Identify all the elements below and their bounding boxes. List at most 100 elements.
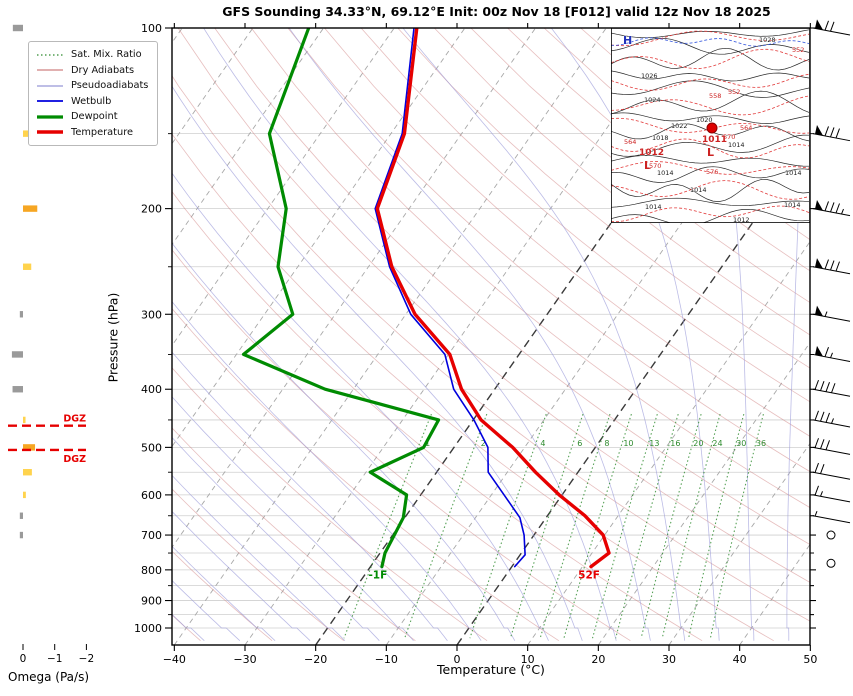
x-tick-label: −30 xyxy=(233,653,256,666)
legend-item-satmix: Sat. Mix. Ratio xyxy=(36,47,148,63)
pseudoadiabat-line xyxy=(402,28,686,641)
dry-adiabat-line xyxy=(172,75,810,622)
map-label: L xyxy=(644,159,651,172)
y-tick-label: 500 xyxy=(141,441,162,454)
map-label: 1020 xyxy=(696,116,713,124)
omega-bar xyxy=(12,24,23,32)
pseudoadiabat-line xyxy=(172,436,380,641)
wetbulb-curve xyxy=(374,28,526,568)
sat-mix-ratio-label: 36 xyxy=(756,439,766,448)
station-marker xyxy=(706,122,718,134)
map-label: 1014 xyxy=(645,203,662,211)
map-label: 1014 xyxy=(728,141,745,149)
dry-adiabat-line xyxy=(360,28,810,403)
map-label: 564 xyxy=(740,124,752,132)
legend-sample-temperature xyxy=(37,130,63,134)
y-tick-label: 200 xyxy=(141,203,162,216)
map-label: 1014 xyxy=(784,201,801,209)
y-tick-label: 800 xyxy=(141,564,162,577)
sat-mix-ratio-line xyxy=(640,413,702,639)
isotherm-line xyxy=(172,28,536,549)
legend-item-dry: Dry Adiabats xyxy=(36,63,148,79)
omega-bar xyxy=(23,416,26,424)
omega-tick-label: −2 xyxy=(79,653,94,665)
pseudoadiabat-line xyxy=(172,85,583,641)
sat-mix-ratio-line xyxy=(343,413,432,639)
x-axis-label: Temperature (°C) xyxy=(437,662,545,677)
sat-mix-ratio-line xyxy=(469,413,547,639)
dry-adiabat-line xyxy=(172,307,560,642)
pseudoadiabat-line xyxy=(288,28,651,641)
wind-barb xyxy=(812,379,851,397)
dry-adiabat-line xyxy=(397,28,810,369)
map-label: 1014 xyxy=(657,169,674,177)
omega-bar xyxy=(11,351,23,358)
omega-bar xyxy=(19,311,23,318)
x-tick-label: −40 xyxy=(163,653,186,666)
pseudoadiabat-line xyxy=(172,396,414,641)
pseudoadiabat-line xyxy=(172,545,276,641)
surface-temperature-label: 52F xyxy=(578,570,600,582)
map-label: 1011 xyxy=(702,135,727,145)
map-label: 558 xyxy=(709,92,721,100)
y-tick-label: 1000 xyxy=(134,622,162,635)
sat-mix-ratio-label: 8 xyxy=(604,439,609,448)
legend-sample-satmix xyxy=(37,54,63,56)
wind-barb xyxy=(812,258,851,275)
wind-barb xyxy=(826,530,836,540)
sat-mix-ratio-label: 4 xyxy=(540,439,545,448)
map-label: 1014 xyxy=(785,169,802,177)
x-tick-label: −10 xyxy=(375,653,398,666)
legend-label: Sat. Mix. Ratio xyxy=(71,49,142,61)
pseudoadiabat-line xyxy=(786,28,802,641)
dry-adiabat-line xyxy=(172,190,703,642)
dry-adiabat-line xyxy=(172,367,488,642)
dry-adiabat-line xyxy=(172,427,416,642)
legend-item-pseudo: Pseudoadiabats xyxy=(36,78,148,94)
sat-mix-ratio-line xyxy=(615,413,679,639)
dry-adiabat-line xyxy=(837,28,853,641)
omega-bar xyxy=(23,444,36,451)
omega-bar xyxy=(23,130,31,137)
y-tick-label: 100 xyxy=(141,22,162,35)
isotherm-line xyxy=(809,644,810,645)
omega-bar xyxy=(23,491,26,499)
map-label: 1028 xyxy=(759,36,776,44)
map-label: 1012 xyxy=(733,216,750,223)
map-label: H xyxy=(623,34,632,47)
sat-mix-ratio-line xyxy=(591,413,658,639)
surface-dewpoint-label: -1F xyxy=(368,570,387,582)
wind-barb xyxy=(826,558,836,568)
sat-mix-ratio-label: 1 xyxy=(425,439,430,448)
y-tick-label: 700 xyxy=(141,529,162,542)
legend: Sat. Mix. Ratio Dry Adiabats Pseudoadiabat… xyxy=(28,41,159,146)
pseudoadiabat-line xyxy=(203,28,617,641)
sat-mix-ratio-label: 10 xyxy=(623,439,633,448)
dry-adiabat-line xyxy=(172,249,631,642)
wind-barb xyxy=(812,438,851,455)
map-label: 570 xyxy=(649,162,661,170)
pseudoadiabat-line xyxy=(172,351,448,641)
dry-adiabat-line xyxy=(177,28,810,583)
map-label: L xyxy=(707,146,714,159)
omega-bar xyxy=(23,469,32,476)
inset-map: H 1028 552 1026 558 552 1024 1022 1020 564 1018 564… xyxy=(611,28,810,223)
map-label: 576 xyxy=(706,168,718,176)
omega-bar xyxy=(19,531,23,539)
dry-adiabat-line xyxy=(250,28,810,509)
wind-barb xyxy=(812,345,851,362)
sat-mix-ratio-line xyxy=(661,413,721,639)
wind-barb xyxy=(812,305,851,322)
omega-bar xyxy=(23,205,38,212)
x-tick-label: 50 xyxy=(803,653,817,666)
sat-mix-ratio-label: 2 xyxy=(481,439,486,448)
pseudoadiabat-line xyxy=(550,28,720,641)
dry-adiabat-line xyxy=(287,28,810,473)
legend-label: Dry Adiabats xyxy=(71,64,135,76)
dry-adiabat-line xyxy=(172,133,774,642)
temperature-curve xyxy=(375,28,611,569)
x-tick-label: 30 xyxy=(662,653,676,666)
sat-mix-ratio-line xyxy=(539,413,611,639)
map-label: 564 xyxy=(624,138,636,146)
sat-mix-ratio-line xyxy=(509,413,584,639)
